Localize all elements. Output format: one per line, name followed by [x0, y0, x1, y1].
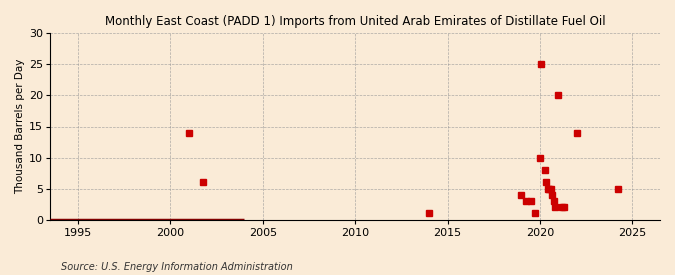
Y-axis label: Thousand Barrels per Day: Thousand Barrels per Day — [15, 59, 25, 194]
Text: Source: U.S. Energy Information Administration: Source: U.S. Energy Information Administ… — [61, 262, 292, 272]
Title: Monthly East Coast (PADD 1) Imports from United Arab Emirates of Distillate Fuel: Monthly East Coast (PADD 1) Imports from… — [105, 15, 605, 28]
